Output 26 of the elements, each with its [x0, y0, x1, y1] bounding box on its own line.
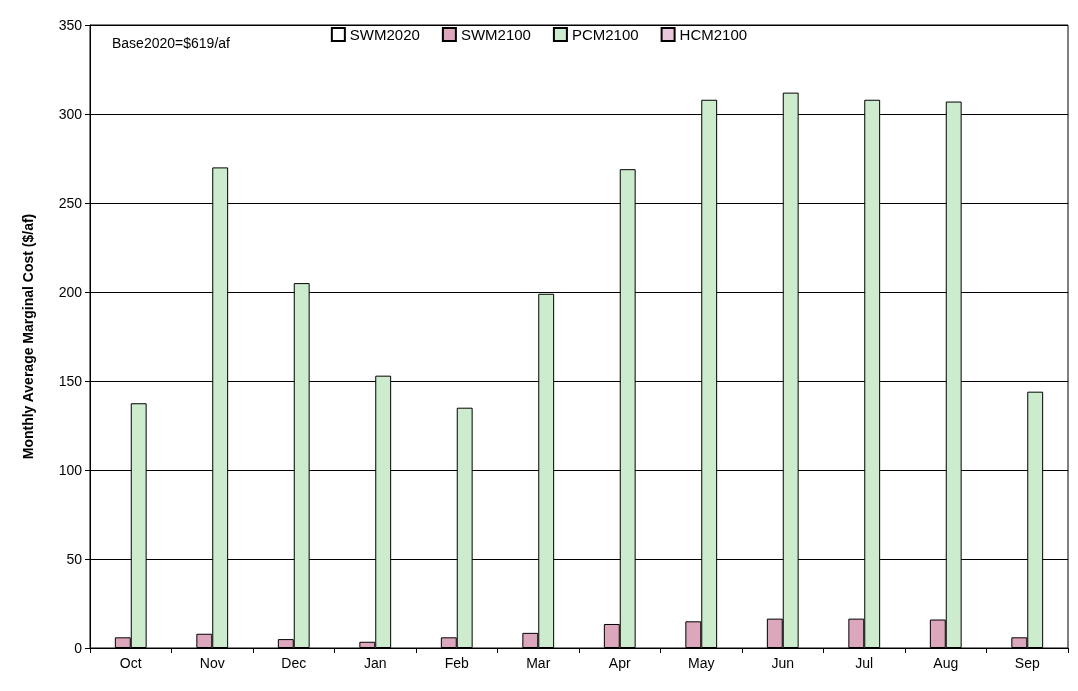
x-tick-label: Jan [363, 655, 387, 671]
legend-label: PCM2100 [571, 26, 639, 43]
y-axis-title: Monthly Average Marginal Cost ($/af) [20, 213, 36, 460]
x-tick-label: Mar [526, 655, 551, 671]
x-tick-label: Jul [855, 655, 874, 671]
x-tick-label: Nov [199, 655, 225, 671]
x-tick-label: Oct [119, 655, 142, 671]
y-tick-label: 50 [66, 551, 83, 567]
y-tick-label: 0 [74, 640, 83, 656]
y-tick-label: 100 [58, 462, 83, 478]
legend-label: SWM2100 [460, 26, 531, 43]
annotation: Base2020=$619/af [112, 35, 231, 51]
x-tick-label: May [688, 655, 715, 671]
x-tick-label: Feb [444, 655, 470, 671]
x-tick-label: Sep [1014, 655, 1040, 671]
x-tick-label: Dec [281, 655, 307, 671]
x-tick-label: Aug [933, 655, 959, 671]
x-tick-label: Jun [771, 655, 795, 671]
legend-label: HCM2100 [679, 26, 748, 43]
y-tick-label: 200 [58, 284, 83, 300]
y-tick-label: 350 [58, 17, 83, 33]
y-tick-label: 150 [58, 373, 83, 389]
x-tick-label: Apr [608, 655, 631, 671]
y-tick-label: 300 [58, 106, 83, 122]
y-tick-label: 250 [58, 195, 83, 211]
legend-label: SWM2020 [349, 26, 420, 43]
